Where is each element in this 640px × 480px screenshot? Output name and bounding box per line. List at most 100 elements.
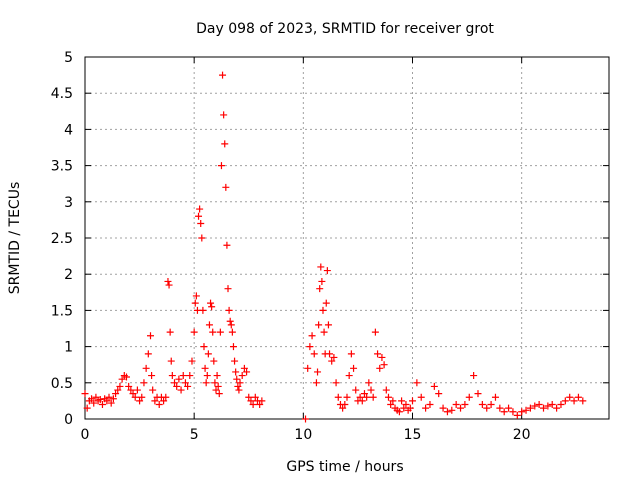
data-point [400, 404, 408, 412]
data-point [330, 353, 338, 361]
data-point [125, 382, 133, 390]
data-point [215, 390, 223, 398]
data-point [204, 350, 212, 358]
data-point [184, 382, 192, 390]
data-point [426, 401, 434, 409]
x-tick-label: 15 [404, 427, 422, 443]
data-point [347, 350, 355, 358]
data-point [233, 375, 241, 383]
data-point [226, 317, 234, 325]
data-point [448, 406, 456, 414]
data-point [310, 350, 318, 358]
data-point [231, 357, 239, 365]
data-point [531, 402, 539, 410]
data-point [308, 332, 316, 340]
data-point [240, 364, 248, 372]
data-point [509, 408, 517, 416]
y-tick-label: 3 [64, 195, 73, 211]
data-point [216, 328, 224, 336]
data-point [316, 285, 324, 293]
data-point [177, 386, 185, 394]
y-tick-label: 0.5 [51, 376, 73, 392]
data-point [339, 404, 347, 412]
y-tick-label: 1 [64, 340, 73, 356]
data-point [318, 277, 326, 285]
data-point [217, 162, 225, 170]
data-point [179, 372, 187, 380]
data-point [227, 321, 235, 329]
data-point [114, 386, 122, 394]
data-point [574, 393, 582, 401]
data-point [211, 379, 219, 387]
data-point [443, 408, 451, 416]
data-point [302, 415, 310, 423]
data-point [164, 277, 172, 285]
data-point [208, 303, 216, 311]
data-point [200, 343, 208, 351]
data-point [205, 321, 213, 329]
data-point [175, 375, 183, 383]
data-point [395, 408, 403, 416]
data-point [345, 372, 353, 380]
data-point [220, 111, 228, 119]
data-point [201, 364, 209, 372]
data-point [171, 379, 179, 387]
data-point [382, 386, 390, 394]
data-point [133, 386, 141, 394]
data-point [334, 393, 342, 401]
data-point [363, 393, 371, 401]
data-point [224, 285, 232, 293]
data-points [81, 71, 587, 423]
data-point [326, 350, 334, 358]
x-tick-label: 20 [513, 427, 531, 443]
data-point [320, 328, 328, 336]
data-point [219, 71, 227, 79]
data-point [142, 364, 150, 372]
data-point [352, 386, 360, 394]
data-point [306, 343, 314, 351]
data-point [304, 364, 312, 372]
data-point [223, 241, 231, 249]
data-point [258, 397, 266, 405]
data-point [319, 306, 327, 314]
data-point [83, 404, 91, 412]
data-point [122, 373, 130, 381]
data-point [343, 393, 351, 401]
data-point [96, 395, 104, 403]
data-point [107, 399, 115, 407]
data-point [235, 386, 243, 394]
x-axis-label: GPS time / hours [286, 459, 403, 475]
data-point [332, 379, 340, 387]
data-point [356, 393, 364, 401]
data-point [232, 368, 240, 376]
data-point [439, 404, 447, 412]
data-point [561, 397, 569, 405]
chart-title: Day 098 of 2023, SRMTID for receiver gro… [196, 21, 494, 37]
data-point [144, 350, 152, 358]
data-point [553, 404, 561, 412]
data-point [213, 372, 221, 380]
data-point [374, 350, 382, 358]
y-tick-label: 4 [64, 122, 73, 138]
axis-ticks [84, 56, 609, 420]
data-point [198, 234, 206, 242]
y-tick-label: 2.5 [51, 231, 73, 247]
data-point [435, 390, 443, 398]
data-point [105, 393, 113, 401]
data-point [245, 393, 253, 401]
data-point [367, 386, 375, 394]
data-point [188, 357, 196, 365]
data-point [548, 401, 556, 409]
data-point [118, 375, 126, 383]
data-point [322, 299, 330, 307]
data-point [151, 397, 159, 405]
data-point [165, 281, 173, 289]
data-point [222, 183, 230, 191]
data-point [461, 401, 469, 409]
data-point [500, 408, 508, 416]
data-point [328, 357, 336, 365]
data-point [358, 397, 366, 405]
data-point [491, 393, 499, 401]
data-point [371, 328, 379, 336]
